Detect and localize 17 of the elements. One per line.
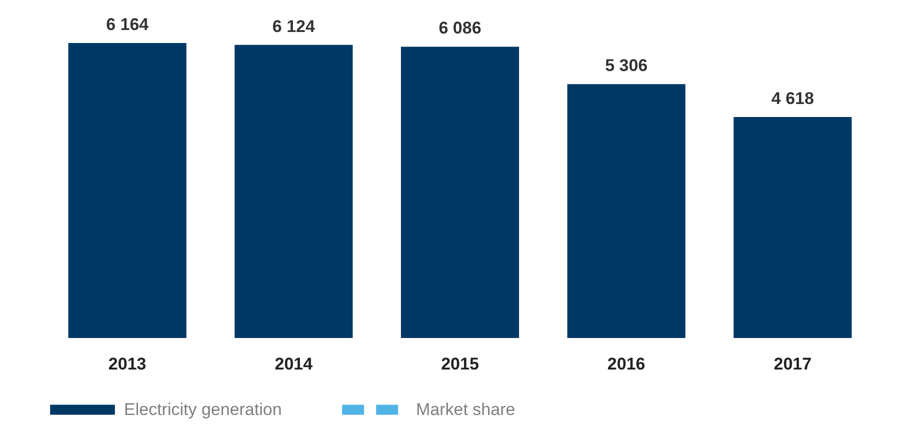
bar — [734, 116, 852, 338]
bar — [68, 43, 186, 338]
x-tick-label: 2015 — [441, 354, 479, 374]
x-tick-label: 2013 — [108, 354, 146, 374]
data-label: 6 086 — [438, 18, 482, 38]
x-tick-label: 2014 — [274, 354, 314, 374]
bar — [567, 84, 686, 338]
legend-label: Electricity generation — [124, 400, 282, 419]
bar — [400, 46, 520, 338]
data-label: 6 124 — [272, 16, 316, 36]
data-label: 6 164 — [106, 15, 150, 34]
bar — [234, 44, 353, 338]
data-label: 4 618 — [771, 88, 814, 108]
x-tick-label: 2017 — [774, 354, 812, 374]
x-tick-label: 2016 — [607, 354, 646, 374]
legend-label: Market share — [416, 400, 516, 419]
data-label: 5 306 — [605, 56, 648, 76]
